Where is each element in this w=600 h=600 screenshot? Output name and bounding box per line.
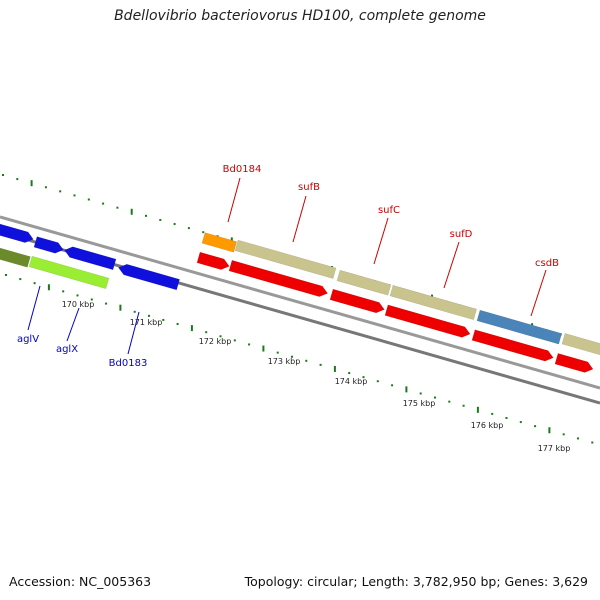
genome-summary-text: Topology: circular; Length: 3,782,950 bp… [244,574,588,589]
gene-label-aglx: aglX [56,344,78,355]
leader-aglV [27,285,41,331]
gene-label-sufb: sufB [298,182,320,193]
gene-arrow-red [384,304,471,338]
gene-label-sufc: sufC [378,205,400,216]
gene-labels: Bd0184 sufB sufC sufD csdB aglV aglX Bd0183 [17,164,559,369]
leader-sufD [443,241,460,289]
leader-bd0184 [227,177,241,223]
gene-sufB [234,239,337,279]
gene-khaki [561,333,600,357]
leader-aglX [66,307,80,342]
scale-label: 170 kbp [62,300,95,309]
label-leader-lines [27,177,547,355]
scale-label: 174 kbp [335,377,368,386]
gene-arrow-red [329,288,385,314]
gene-sufC [336,269,392,296]
gene-arrow-red [554,353,594,373]
leader-sufC [373,217,389,265]
backbone-upper [0,215,600,390]
gene-arrow-blue [33,236,64,254]
scale-label: 172 kbp [199,337,232,346]
scale-labels: 170 kbp 171 kbp 172 kbp 173 kbp 174 kbp 175 k… [62,300,571,453]
gene-label-bd0184: Bd0184 [223,164,262,175]
gene-arrow-blue [118,263,180,291]
gene-label-csdb: csdB [535,258,559,269]
scale-label: 175 kbp [403,399,436,408]
gene-sufD [389,284,477,321]
gene-arrow-red [196,251,230,270]
leader-csdB [530,269,547,317]
leader-sufB [292,195,307,243]
gene-arrow-blue [64,246,117,271]
genome-backbone [0,215,600,405]
gene-arrow-red [228,259,328,297]
gene-label-sufd: sufD [450,229,473,240]
scale-label: 177 kbp [538,444,571,453]
map-title: Bdellovibrio bacteriovorus HD100, comple… [114,8,486,24]
gene-bd0184 [201,232,238,253]
gene-arrow-blue [0,217,34,243]
scale-label: 171 kbp [130,318,163,327]
accession-text: Accession: NC_005363 [9,574,152,589]
scale-label: 176 kbp [471,421,504,430]
gene-aglX [28,255,110,290]
gene-label-bd0183: Bd0183 [109,358,148,369]
gene-csdB [476,309,563,345]
scale-label: 173 kbp [268,357,301,366]
gene-features [0,217,600,373]
inner-tick-ring [5,274,594,444]
gene-aglV [0,244,31,268]
gene-arrow-red [471,329,554,362]
gene-label-aglv: aglV [17,334,39,345]
leader-bd0183 [127,311,140,355]
